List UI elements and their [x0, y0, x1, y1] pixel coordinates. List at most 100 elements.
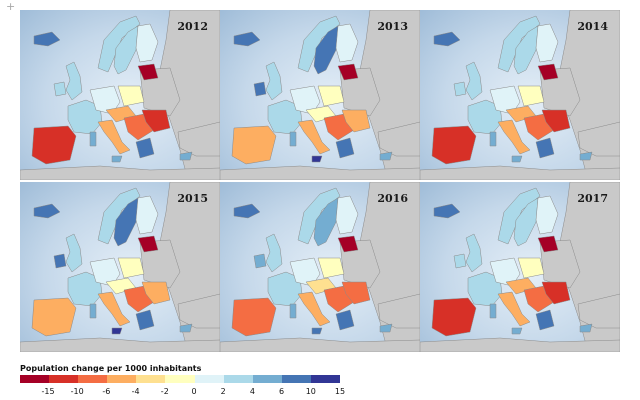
region-sardinia-corsica — [90, 304, 96, 318]
region-uk — [466, 62, 482, 100]
map-panel-2016: 2016 — [220, 182, 420, 352]
legend-swatch — [20, 375, 49, 383]
legend-tick-label: 4 — [250, 387, 255, 396]
map-panel-2015: 2015 — [20, 182, 220, 352]
year-label: 2013 — [377, 20, 408, 33]
region-finland — [136, 196, 158, 234]
legend-tick-label: 15 — [335, 387, 345, 396]
region-uk — [66, 234, 82, 272]
region-italy — [498, 120, 530, 154]
legend: Population change per 1000 inhabitants -… — [20, 364, 360, 400]
map-panel-2017: 2017 — [420, 182, 620, 352]
region-italy — [298, 292, 330, 326]
region-uk — [66, 62, 82, 100]
legend-swatch — [224, 375, 253, 383]
europe-map — [220, 182, 420, 352]
map-panel-2013: 2013 — [220, 10, 420, 180]
region-sicily-malta — [512, 328, 522, 334]
legend-swatch — [78, 375, 107, 383]
region-sardinia-corsica — [290, 304, 296, 318]
region-ireland — [254, 254, 266, 268]
region-italy — [98, 292, 130, 326]
region-iberia — [32, 126, 76, 164]
region-uk — [266, 62, 282, 100]
region-greece — [136, 138, 154, 158]
legend-tick-label: 10 — [306, 387, 316, 396]
region-iceland — [34, 204, 60, 218]
region-poland — [518, 86, 544, 106]
region-ireland — [54, 254, 66, 268]
legend-swatch — [253, 375, 282, 383]
region-sicily-malta — [312, 156, 322, 162]
legend-swatch — [49, 375, 78, 383]
europe-map — [420, 182, 620, 352]
europe-map — [20, 10, 220, 180]
region-iceland — [434, 204, 460, 218]
region-italy — [498, 292, 530, 326]
region-ireland — [454, 254, 466, 268]
region-greece — [536, 138, 554, 158]
region-sardinia-corsica — [490, 132, 496, 146]
region-italy — [98, 120, 130, 154]
region-poland — [118, 86, 144, 106]
legend-swatch — [165, 375, 194, 383]
legend-swatch — [136, 375, 165, 383]
region-iceland — [434, 32, 460, 46]
region-uk — [466, 234, 482, 272]
europe-map — [220, 10, 420, 180]
region-sardinia-corsica — [490, 304, 496, 318]
region-greece — [336, 138, 354, 158]
year-label: 2015 — [177, 192, 208, 205]
region-ireland — [54, 82, 66, 96]
region-iberia — [232, 298, 276, 336]
year-label: 2014 — [577, 20, 608, 33]
region-ireland — [454, 82, 466, 96]
region-iberia — [432, 126, 476, 164]
region-sicily-malta — [512, 156, 522, 162]
region-finland — [336, 196, 358, 234]
region-poland — [118, 258, 144, 278]
legend-swatch — [311, 375, 340, 383]
region-poland — [318, 86, 344, 106]
region-sicily-malta — [312, 328, 322, 334]
legend-tick-label: -4 — [132, 387, 140, 396]
legend-swatch — [107, 375, 136, 383]
region-finland — [136, 24, 158, 62]
region-italy — [298, 120, 330, 154]
region-poland — [318, 258, 344, 278]
region-sicily-malta — [112, 156, 122, 162]
legend-swatch — [282, 375, 311, 383]
corner-plus-mark: + — [6, 0, 15, 13]
map-panel-2014: 2014 — [420, 10, 620, 180]
region-greece — [336, 310, 354, 330]
legend-title: Population change per 1000 inhabitants — [20, 364, 201, 373]
year-label: 2017 — [577, 192, 608, 205]
year-label: 2012 — [177, 20, 208, 33]
legend-tick-label: -2 — [161, 387, 169, 396]
region-iberia — [32, 298, 76, 336]
region-greece — [136, 310, 154, 330]
region-iceland — [34, 32, 60, 46]
legend-tick-label: -6 — [102, 387, 110, 396]
region-iberia — [432, 298, 476, 336]
legend-color-bar — [20, 375, 340, 383]
region-poland — [518, 258, 544, 278]
region-iberia — [232, 126, 276, 164]
region-finland — [536, 24, 558, 62]
legend-tick-label: 6 — [279, 387, 284, 396]
europe-map — [20, 182, 220, 352]
region-greece — [536, 310, 554, 330]
region-sicily-malta — [112, 328, 122, 334]
legend-tick-label: 0 — [191, 387, 196, 396]
region-sardinia-corsica — [90, 132, 96, 146]
region-iceland — [234, 204, 260, 218]
region-ireland — [254, 82, 266, 96]
year-label: 2016 — [377, 192, 408, 205]
region-finland — [336, 24, 358, 62]
map-panel-2012: 2012 — [20, 10, 220, 180]
legend-tick-label: -15 — [41, 387, 54, 396]
region-iceland — [234, 32, 260, 46]
region-finland — [536, 196, 558, 234]
legend-tick-label: -10 — [71, 387, 84, 396]
europe-map — [420, 10, 620, 180]
